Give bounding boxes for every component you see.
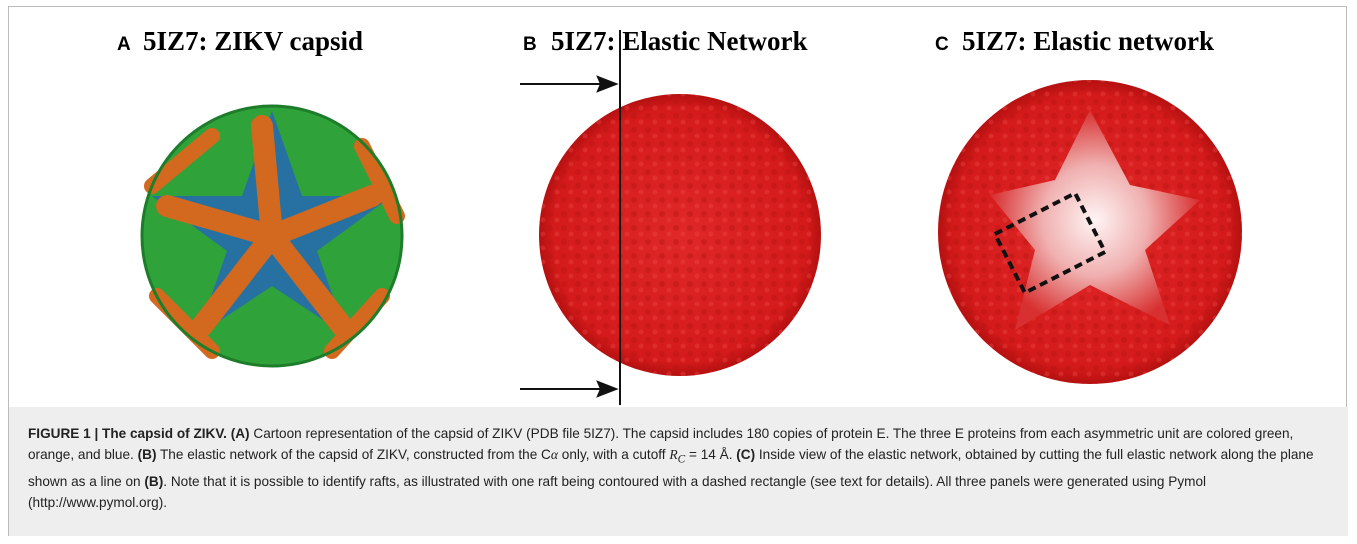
panel-title: 5IZ7: Elastic network [962, 26, 1214, 56]
panel-title: 5IZ7: Elastic Network [551, 26, 807, 56]
caption-symbol: α [550, 447, 559, 462]
caption-text: . Note that it is possible to identify r… [28, 473, 1207, 510]
panel-b: B 5IZ7: Elastic Network [520, 26, 821, 405]
caption-symbol: R [669, 447, 678, 462]
caption-text: only, with a cutoff [558, 447, 670, 462]
panel-letter: A [117, 34, 131, 55]
caption-text: Cartoon representation of the capsid of … [28, 426, 1294, 462]
arrows [520, 75, 619, 398]
inside-center [990, 110, 1200, 330]
panel-c: C 5IZ7: Elastic network [935, 26, 1242, 384]
caption-subscript: C [677, 453, 686, 466]
caption-bold: (B) [144, 473, 164, 489]
panel-letter: C [935, 34, 949, 55]
network-texture [539, 94, 821, 376]
panel-title: 5IZ7: ZIKV capsid [143, 26, 363, 56]
caption: FIGURE 1 | The capsid of ZIKV. (A) Carto… [9, 407, 1348, 536]
caption-text: The elastic network of the capsid of ZIK… [156, 447, 551, 462]
caption-text: Inside view of the elastic network, obta… [28, 447, 1314, 489]
raft-outline [992, 190, 1108, 296]
panel-a: A 5IZ7: ZIKV capsid [117, 26, 405, 368]
caption-bold: (C) [736, 447, 756, 462]
figure-panels: A 5IZ7: ZIKV capsid B 5IZ7: Elastic Netw… [117, 26, 1242, 405]
panel-letter: B [523, 34, 537, 55]
caption-bold: (B) [137, 447, 157, 462]
capsid-pattern [140, 104, 405, 368]
caption-text: = 14 Å. [685, 447, 737, 462]
caption-bold: FIGURE 1 | The capsid of ZIKV. (A) [28, 426, 250, 441]
